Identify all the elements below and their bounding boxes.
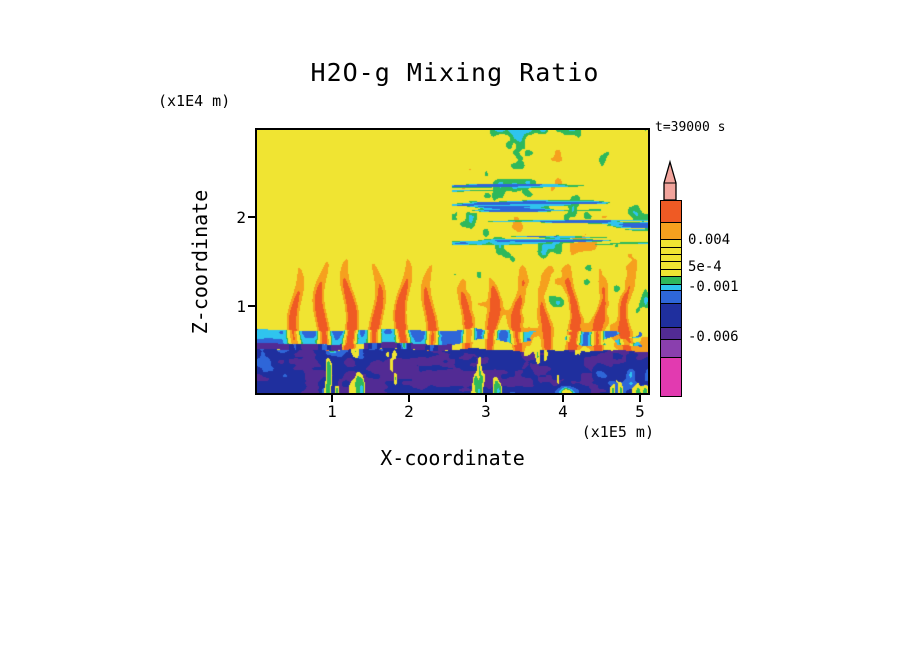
colorbar-segment: [661, 283, 681, 290]
x-tick-label: 1: [327, 402, 337, 421]
x-tick-mark: [562, 395, 564, 402]
x-tick-label: 2: [404, 402, 414, 421]
timestamp-label: t=39000 s: [655, 120, 726, 135]
colorbar-segment: [661, 290, 681, 303]
x-tick-mark: [485, 395, 487, 402]
colorbar-segment: [661, 268, 681, 277]
colorbar-segment: [661, 246, 681, 255]
x-tick-mark: [639, 395, 641, 402]
colorbar-segment: [661, 261, 681, 269]
z-tick-label: 1: [236, 297, 246, 316]
colorbar-level-label: 0.004: [688, 231, 731, 248]
colorbar-segment: [661, 221, 681, 240]
x-tick-mark: [408, 395, 410, 402]
plot-title: H2O-g Mixing Ratio: [310, 58, 600, 87]
z-tick-mark: [248, 216, 255, 218]
x-axis-unit: (x1E5 m): [581, 423, 654, 441]
colorbar-segment: [661, 339, 681, 357]
x-tick-mark: [331, 395, 333, 402]
z-axis-unit: (x1E4 m): [158, 92, 231, 110]
colorbar-segment: [661, 302, 681, 328]
colorbar-segment: [661, 239, 681, 247]
colorbar-segment: [661, 201, 681, 222]
colorbar-segment: [661, 254, 681, 262]
z-tick-mark: [248, 305, 255, 307]
contour-field-canvas: [257, 130, 648, 393]
colorbar-level-label: -0.006: [688, 328, 739, 345]
colorbar-segment: [661, 327, 681, 340]
colorbar-level-label: 5e-4: [688, 259, 722, 276]
x-tick-label: 5: [635, 402, 645, 421]
colorbar-segment: [661, 276, 681, 284]
plot-area: [255, 128, 650, 395]
colorbar-arrow-icon: [663, 159, 677, 201]
x-tick-label: 4: [558, 402, 568, 421]
colorbar: [660, 200, 682, 397]
z-axis-label: Z-coordinate: [188, 189, 212, 335]
z-tick-label: 2: [236, 208, 246, 227]
colorbar-level-label: -0.001: [688, 278, 739, 295]
x-axis-label: X-coordinate: [380, 446, 525, 470]
x-tick-label: 3: [481, 402, 491, 421]
colorbar-segment: [661, 356, 681, 396]
